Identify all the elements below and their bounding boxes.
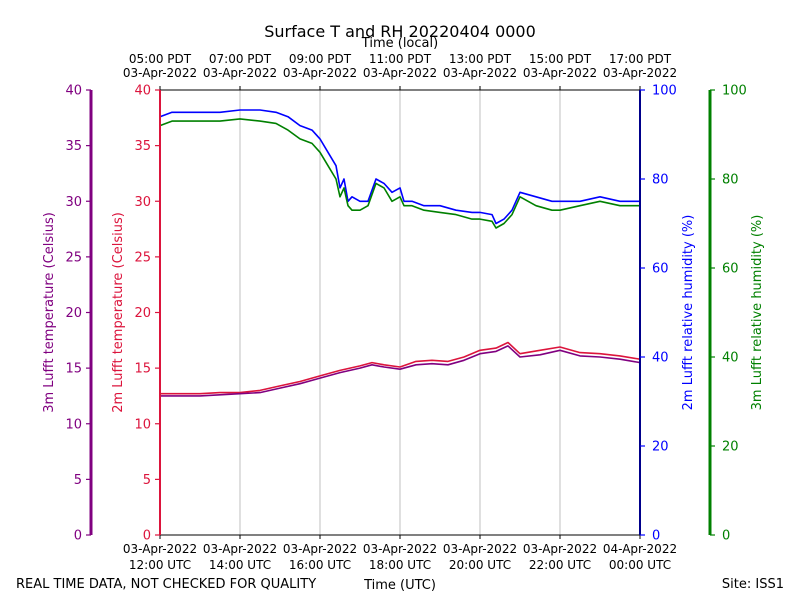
- bottom-tick-label-date: 03-Apr-2022: [123, 542, 197, 556]
- y-tick-label-t2m: 30: [134, 195, 151, 210]
- y-tick-label-rh2m: 0: [652, 529, 660, 544]
- y-tick-label-rh3m: 100: [722, 84, 747, 99]
- bottom-tick-label-time: 20:00 UTC: [449, 558, 511, 572]
- top-tick-label-time: 11:00 PDT: [369, 52, 432, 66]
- y-axis-t3m: 0 5 10 15 20 25 30 35 40 3m Lufft temperature (Ce…: [42, 84, 93, 544]
- y-tick-label-t3m: 20: [65, 306, 82, 321]
- chart-title: Surface T and RH 20220404 0000: [264, 22, 536, 41]
- bottom-tick-label-time: 14:00 UTC: [209, 558, 271, 572]
- y-tick-label-t3m: 30: [65, 195, 82, 210]
- y-tick-label-t2m: 10: [134, 417, 151, 432]
- top-tick-label-time: 15:00 PDT: [529, 52, 592, 66]
- y-tick-label-t2m: 15: [134, 362, 151, 377]
- bottom-tick-label-date: 03-Apr-2022: [363, 542, 437, 556]
- bottom-tick-label-date: 03-Apr-2022: [523, 542, 597, 556]
- y-axis-rh2m: 0 20 40 60 80 100 2m Lufft relative humidity (…: [640, 84, 696, 544]
- y-axis-label-t3m: 3m Lufft temperature (Celsius): [42, 212, 57, 413]
- y-axes: 0 5 10 15 20 25 30 35 40 3m Lufft temperature (Ce…: [42, 84, 765, 544]
- y-tick-label-rh3m: 80: [722, 173, 739, 188]
- y-axis-label-rh3m: 3m Lufft relative humidity (%): [750, 215, 765, 411]
- top-tick-label-date: 03-Apr-2022: [123, 66, 197, 80]
- y-axis-label-t2m: 2m Lufft temperature (Celsius): [111, 212, 126, 413]
- y-tick-label-rh3m: 0: [722, 529, 730, 544]
- y-tick-label-rh2m: 100: [652, 84, 677, 99]
- top-tick-label-time: 05:00 PDT: [129, 52, 192, 66]
- y-axis-label-rh2m: 2m Lufft relative humidity (%): [681, 215, 696, 411]
- gridlines: [239, 90, 561, 535]
- y-tick-label-rh2m: 40: [652, 351, 669, 366]
- bottom-tick-label-date: 03-Apr-2022: [203, 542, 277, 556]
- y-tick-label-rh3m: 20: [722, 440, 739, 455]
- quality-footer: REAL TIME DATA, NOT CHECKED FOR QUALITY: [16, 577, 316, 592]
- bottom-tick-label-time: 12:00 UTC: [129, 558, 191, 572]
- y-tick-label-t3m: 10: [65, 417, 82, 432]
- y-tick-label-rh3m: 40: [722, 351, 739, 366]
- top-tick-label-time: 17:00 PDT: [609, 52, 672, 66]
- series-line-rh2m: [159, 109, 640, 225]
- y-tick-label-t2m: 20: [134, 306, 151, 321]
- top-tick-label-date: 03-Apr-2022: [363, 66, 437, 80]
- y-tick-label-t2m: 35: [134, 139, 151, 154]
- y-tick-label-rh2m: 60: [652, 262, 669, 277]
- y-tick-label-t2m: 40: [134, 84, 151, 99]
- y-tick-label-rh2m: 20: [652, 440, 669, 455]
- y-axis-t2m: 0 5 10 15 20 25 30 35 40 2m Lufft temperature (Ce…: [111, 84, 160, 544]
- bottom-tick-label-time: 16:00 UTC: [289, 558, 351, 572]
- y-tick-label-t3m: 40: [65, 84, 82, 99]
- series-line-t3m: [160, 345, 641, 397]
- site-footer: Site: ISS1: [722, 577, 784, 592]
- series-line-t2m: [160, 341, 641, 395]
- top-tick-label-date: 03-Apr-2022: [523, 66, 597, 80]
- top-tick-label-date: 03-Apr-2022: [283, 66, 357, 80]
- y-tick-label-t3m: 0: [74, 529, 82, 544]
- y-tick-label-rh3m: 60: [722, 262, 739, 277]
- top-tick-label-time: 13:00 PDT: [449, 52, 512, 66]
- top-tick-label-date: 03-Apr-2022: [603, 66, 677, 80]
- y-tick-label-t2m: 5: [143, 473, 151, 488]
- bottom-tick-label-time: 18:00 UTC: [369, 558, 431, 572]
- bottom-axis-label: Time (UTC): [363, 578, 436, 593]
- bottom-tick-label-date: 03-Apr-2022: [283, 542, 357, 556]
- bottom-tick-label-time: 22:00 UTC: [529, 558, 591, 572]
- y-tick-label-t2m: 0: [143, 529, 151, 544]
- series-lines: [159, 109, 641, 397]
- y-tick-label-t3m: 25: [65, 250, 82, 265]
- bottom-tick-label-date: 04-Apr-2022: [603, 542, 677, 556]
- y-tick-label-t3m: 5: [74, 473, 82, 488]
- series-line-rh3m: [159, 118, 640, 229]
- bottom-tick-label-date: 03-Apr-2022: [443, 542, 517, 556]
- top-tick-label-date: 03-Apr-2022: [443, 66, 517, 80]
- y-tick-label-t3m: 15: [65, 362, 82, 377]
- bottom-tick-label-time: 00:00 UTC: [609, 558, 671, 572]
- top-axis-label: Time (local): [361, 36, 438, 51]
- y-tick-label-t3m: 35: [65, 139, 82, 154]
- y-tick-label-rh2m: 80: [652, 173, 669, 188]
- top-tick-label-date: 03-Apr-2022: [203, 66, 277, 80]
- top-tick-label-time: 07:00 PDT: [209, 52, 272, 66]
- y-axis-rh3m: 0 20 40 60 80 100 3m Lufft relative humidity (…: [708, 84, 765, 544]
- y-tick-label-t2m: 25: [134, 250, 151, 265]
- top-tick-label-time: 09:00 PDT: [289, 52, 352, 66]
